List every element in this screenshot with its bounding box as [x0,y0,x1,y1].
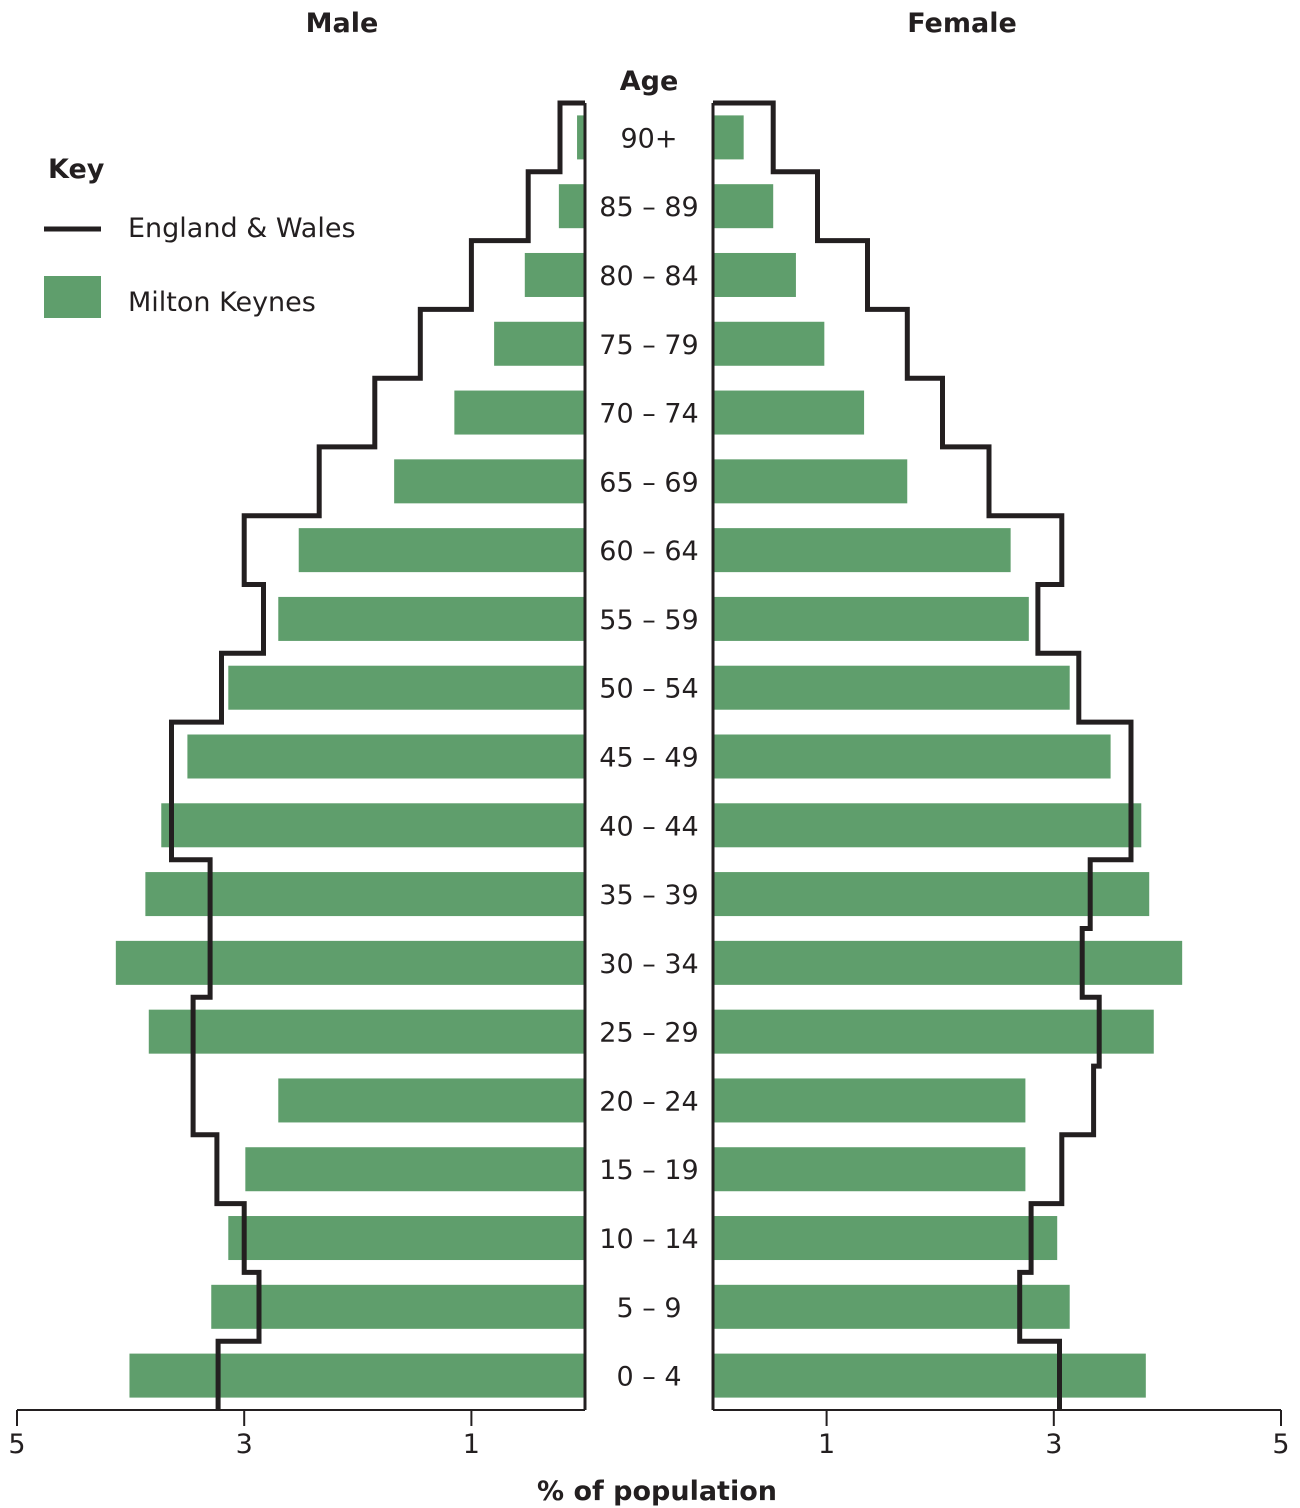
female-bar-75-79 [713,321,825,366]
axes: 1 1 3 3 5 5 [8,103,1290,1460]
male-bar-35-39 [145,872,586,917]
age-heading: Age [620,66,679,97]
age-label-30-34: 30 – 34 [599,949,698,980]
female-bar-90 [713,115,744,160]
female-bar-30-34 [713,940,1183,985]
female-bar-85-89 [713,184,774,229]
male-tick-label-1: 1 [463,1429,480,1460]
male-bar-55-59 [278,596,585,641]
female-tick-label-3: 3 [1045,1429,1062,1460]
age-label-85-89: 85 – 89 [599,192,698,223]
male-bar-90 [577,115,585,160]
female-bar-45-49 [713,734,1111,779]
england-wales-outlines [169,100,1134,1410]
female-bar-70-74 [713,390,865,435]
female-bars [713,115,1183,1398]
female-england-wales-outline [713,100,1134,1410]
male-bar-50-54 [228,665,585,710]
age-label-5-9: 5 – 9 [616,1293,681,1324]
age-label-20-24: 20 – 24 [599,1086,698,1117]
legend-title: Key [48,154,105,185]
age-label-65-69: 65 – 69 [599,467,698,498]
male-bar-5-9 [211,1284,586,1329]
age-labels: 90+ 85 – 89 80 – 84 75 – 79 70 – 74 65 – 69 60… [599,123,698,1392]
legend-label-milton-keynes: Milton Keynes [128,287,316,318]
female-bar-60-64 [713,528,1011,573]
age-label-50-54: 50 – 54 [599,674,698,705]
female-tick-label-5: 5 [1272,1429,1289,1460]
female-bar-50-54 [713,665,1070,710]
age-label-80-84: 80 – 84 [599,261,698,292]
male-bar-70-74 [454,390,585,435]
legend: Key England & Wales Milton Keynes [44,154,356,318]
female-bar-55-59 [713,596,1029,641]
male-bar-0-4 [129,1353,586,1398]
age-label-10-14: 10 – 14 [599,1224,698,1255]
x-axis-label: % of population [537,1476,777,1507]
female-bar-0-4 [713,1353,1146,1398]
female-bar-20-24 [713,1078,1026,1123]
male-bar-40-44 [161,803,585,848]
male-bar-20-24 [278,1078,585,1123]
female-bar-5-9 [713,1284,1070,1329]
age-label-15-19: 15 – 19 [599,1155,698,1186]
female-bar-80-84 [713,252,796,297]
female-bar-65-69 [713,459,908,504]
male-tick-label-3: 3 [236,1429,253,1460]
female-bar-40-44 [713,803,1142,848]
male-england-wales-outline [169,100,585,1410]
female-bar-10-14 [713,1216,1058,1261]
age-label-90: 90+ [621,123,678,154]
age-label-40-44: 40 – 44 [599,811,698,842]
age-label-70-74: 70 – 74 [599,399,698,430]
female-bar-35-39 [713,872,1150,917]
female-tick-label-1: 1 [818,1429,835,1460]
male-bar-25-29 [148,1009,585,1054]
age-label-45-49: 45 – 49 [599,743,698,774]
male-bar-30-34 [115,940,585,985]
age-label-25-29: 25 – 29 [599,1018,698,1049]
male-title: Male [306,8,379,39]
male-bar-85-89 [558,184,585,229]
male-bar-10-14 [228,1216,585,1261]
age-label-35-39: 35 – 39 [599,880,698,911]
male-bar-45-49 [187,734,585,779]
age-label-60-64: 60 – 64 [599,536,698,567]
legend-label-england-wales: England & Wales [128,213,356,244]
male-bar-80-84 [524,252,585,297]
male-tick-label-5: 5 [8,1429,25,1460]
male-bar-15-19 [245,1147,585,1192]
legend-bar-swatch [44,276,101,318]
male-bar-75-79 [494,321,585,366]
female-bar-15-19 [713,1147,1026,1192]
male-bar-60-64 [298,528,585,573]
age-label-55-59: 55 – 59 [599,605,698,636]
female-title: Female [907,8,1017,39]
male-bar-65-69 [394,459,585,504]
age-label-75-79: 75 – 79 [599,330,698,361]
age-label-0-4: 0 – 4 [616,1362,681,1393]
male-bars [115,115,586,1398]
female-bar-25-29 [713,1009,1154,1054]
